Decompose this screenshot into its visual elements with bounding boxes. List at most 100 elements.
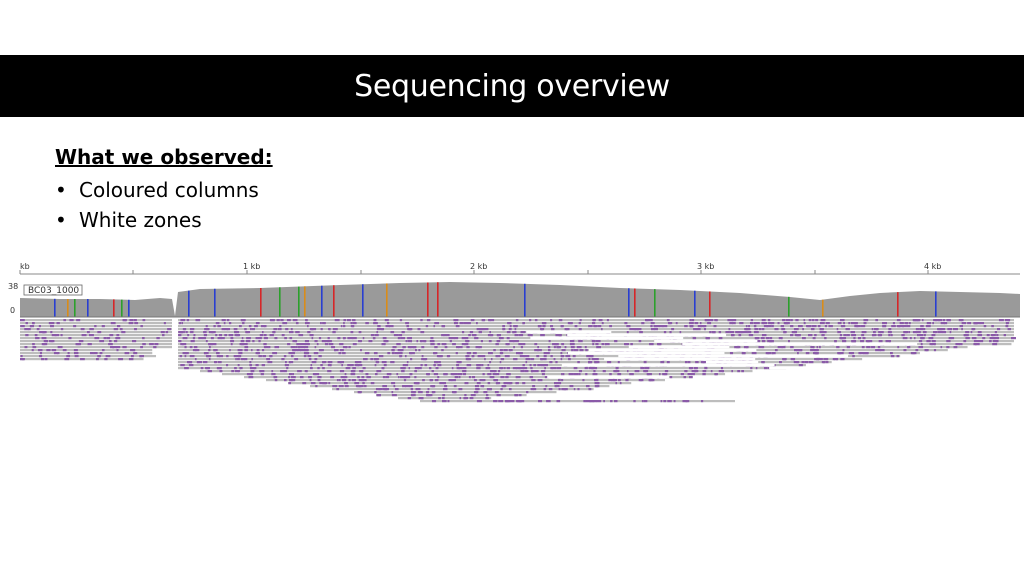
read-mismatch [918,346,924,349]
read-mismatch [450,337,455,340]
read-mismatch [798,325,803,328]
read-mismatch [461,337,466,340]
read-mismatch [334,349,339,352]
read-mismatch [568,358,571,361]
read-mismatch [184,355,187,358]
read-mismatch [751,352,757,355]
read-mismatch [401,331,405,334]
read-mismatch [973,322,976,325]
read-mismatch [842,349,845,352]
read-mismatch [834,340,837,343]
read-mismatch [659,325,664,328]
read-mismatch [500,358,505,361]
read-gap [682,343,918,346]
ruler-label-1kb: 1 kb [243,262,260,271]
read-mismatch [318,349,323,352]
read-mismatch [589,400,592,403]
read-mismatch [822,331,827,334]
read-mismatch [485,367,491,370]
read-mismatch [553,382,558,385]
read-mismatch [56,322,60,325]
read-mismatch [646,373,650,376]
read-mismatch [760,337,765,340]
read-mismatch [577,361,580,364]
read-mismatch [142,337,145,340]
read-mismatch [387,352,391,355]
read-mismatch [455,325,460,328]
read-mismatch [516,400,521,403]
read-mismatch [815,358,819,361]
read-mismatch [798,364,803,367]
read-mismatch [332,328,338,331]
read-mismatch [109,334,114,337]
read-mismatch [39,352,43,355]
read-mismatch [687,361,691,364]
read-mismatch [406,361,409,364]
read-mismatch [376,394,381,397]
read-mismatch [24,346,28,349]
read-mismatch [516,376,521,379]
read-mismatch [304,343,310,346]
read-mismatch [104,358,108,361]
read-mismatch [409,373,412,376]
read-mismatch [272,331,276,334]
read-mismatch [180,319,186,322]
variant-column [74,299,76,317]
read-mismatch [946,346,950,349]
read-mismatch [429,367,432,370]
read-mismatch [228,334,234,337]
read-mismatch [950,337,955,340]
read-mismatch [194,358,197,361]
read-mismatch [488,340,492,343]
read-mismatch [541,364,543,367]
read-mismatch [476,367,481,370]
read-mismatch [500,376,505,379]
read-mismatch [391,391,394,394]
read-mismatch [319,382,324,385]
read-mismatch [619,382,622,385]
read-mismatch [522,322,525,325]
read-mismatch [529,364,532,367]
read-mismatch [702,325,707,328]
read-mismatch [106,337,111,340]
read-mismatch [743,331,748,334]
read-mismatch [920,343,923,346]
read-mismatch [289,361,292,364]
read-mismatch [476,382,481,385]
read-mismatch [914,352,917,355]
read-mismatch [588,358,591,361]
read-mismatch [509,340,515,343]
read-mismatch [221,319,226,322]
read-mismatch [520,331,525,334]
read-mismatch [329,361,333,364]
read-mismatch [522,343,526,346]
variant-column [362,284,364,317]
read-mismatch [463,343,469,346]
read-mismatch [452,343,456,346]
read-mismatch [327,361,330,364]
read-mismatch [421,355,424,358]
read-mismatch [178,340,182,343]
read-mismatch [766,325,772,328]
read-mismatch [640,379,644,382]
read-mismatch [438,397,441,400]
read-mismatch [320,322,322,325]
read-mismatch [417,367,422,370]
read-mismatch [228,322,232,325]
read-mismatch [464,382,469,385]
read-mismatch [41,358,45,361]
read-mismatch [384,340,389,343]
read-mismatch [429,340,433,343]
read-mismatch [558,388,561,391]
read-mismatch [518,343,523,346]
read-mismatch [503,328,506,331]
read-mismatch [499,352,503,355]
read-mismatch [508,388,512,391]
read-mismatch [197,361,200,364]
read-mismatch [531,370,535,373]
read-mismatch [180,364,185,367]
ruler-label-3kb: 3 kb [697,262,714,271]
read-mismatch [613,379,616,382]
read-mismatch [378,355,384,358]
read-mismatch [167,328,172,331]
